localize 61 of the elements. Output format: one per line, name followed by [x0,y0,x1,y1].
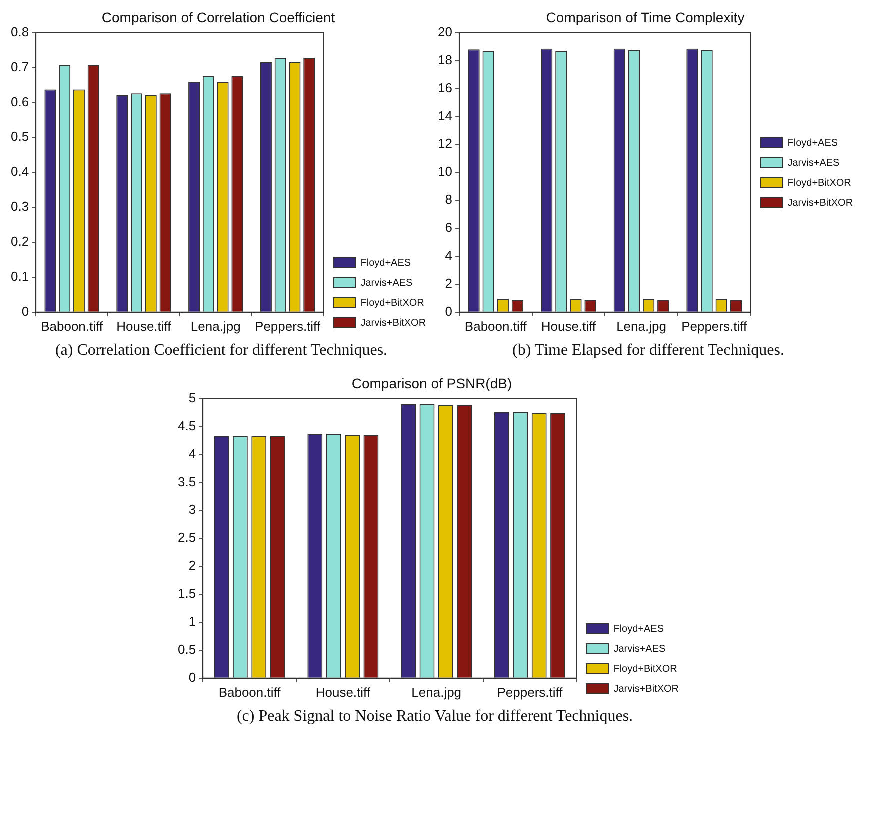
legend-label: Floyd+AES [360,258,412,269]
text: (c) Peak Signal to Noise Ratio Value for different Techniques. [236,708,634,726]
y-tick-label: 18 [438,52,452,68]
legend-label: Floyd+BitXOR [614,664,678,675]
text: (b) Time Elapsed for different Techniques. [511,342,786,360]
y-tick-label: 0.5 [10,129,30,144]
x-tick-label: House.tiff [541,318,596,334]
x-tick-label: House.tiff [316,684,371,700]
x-tick-label: Peppers.tiff [255,318,321,334]
legend-label: Floyd+AES [614,624,664,635]
y-tick-label: 10 [438,164,452,180]
legend-label: Floyd+BitXOR [360,298,424,309]
legend-label: Floyd+AES [788,138,838,149]
y-tick-label: 0.6 [10,94,30,110]
y-tick-label: 0.5 [178,642,196,658]
x-tick-label: Peppers.tiff [682,318,748,334]
y-tick-label: 14 [438,108,452,124]
y-tick-label: 2 [188,558,196,574]
y-tick-label: 0.4 [10,164,30,180]
y-tick-label: 12 [438,136,452,152]
x-tick-label: House.tiff [116,318,172,334]
legend-label: Jarvis+AES [360,278,414,289]
y-tick-label: 0 [22,304,30,319]
y-tick-label: 0.8 [10,24,30,40]
legend-label: Jarvis+BitXOR [614,684,680,695]
x-tick-label: Baboon.tiff [41,318,104,334]
y-tick-label: 0 [445,304,452,319]
x-tick-label: Lena.jpg [412,684,462,700]
y-tick-label: 20 [438,24,452,40]
y-tick-label: 0.3 [10,199,30,214]
y-tick-label: 5 [188,390,196,406]
y-tick-label: 16 [438,80,452,96]
chart-title: Comparison of Time Complexity [546,9,745,26]
y-tick-label: 4 [188,446,196,462]
y-tick-label: 0.1 [10,269,30,284]
y-tick-label: 6 [445,220,452,236]
y-tick-label: 8 [445,192,452,208]
y-tick-label: 1.5 [178,586,196,602]
legend-label: Jarvis+AES [788,158,840,169]
y-tick-label: 0.7 [10,59,30,74]
legend-label: Jarvis+BitXOR [788,198,854,209]
y-tick-label: 0.2 [10,234,30,250]
x-tick-label: Peppers.tiff [497,684,564,700]
y-tick-label: 2.5 [178,530,196,546]
y-tick-label: 0 [188,670,196,685]
y-tick-label: 1 [188,614,196,630]
x-tick-label: Lena.jpg [616,318,666,334]
x-tick-label: Lena.jpg [190,318,241,334]
legend-label: Jarvis+BitXOR [360,318,426,329]
text: (a) Correlation Coefficient for different Techniques. [54,342,389,360]
chart-title: Comparison of Correlation Coefficient [102,9,336,26]
x-tick-label: Baboon.tiff [218,684,282,700]
x-tick-label: Baboon.tiff [464,318,528,334]
legend-label: Jarvis+AES [614,644,666,655]
y-tick-label: 2 [445,276,452,292]
y-tick-label: 4.5 [178,418,196,434]
y-tick-label: 4 [445,248,452,264]
legend-label: Floyd+BitXOR [788,178,852,189]
chart-title: Comparison of PSNR(dB) [352,375,512,392]
y-tick-label: 3.5 [178,474,196,490]
y-tick-label: 3 [188,502,196,518]
